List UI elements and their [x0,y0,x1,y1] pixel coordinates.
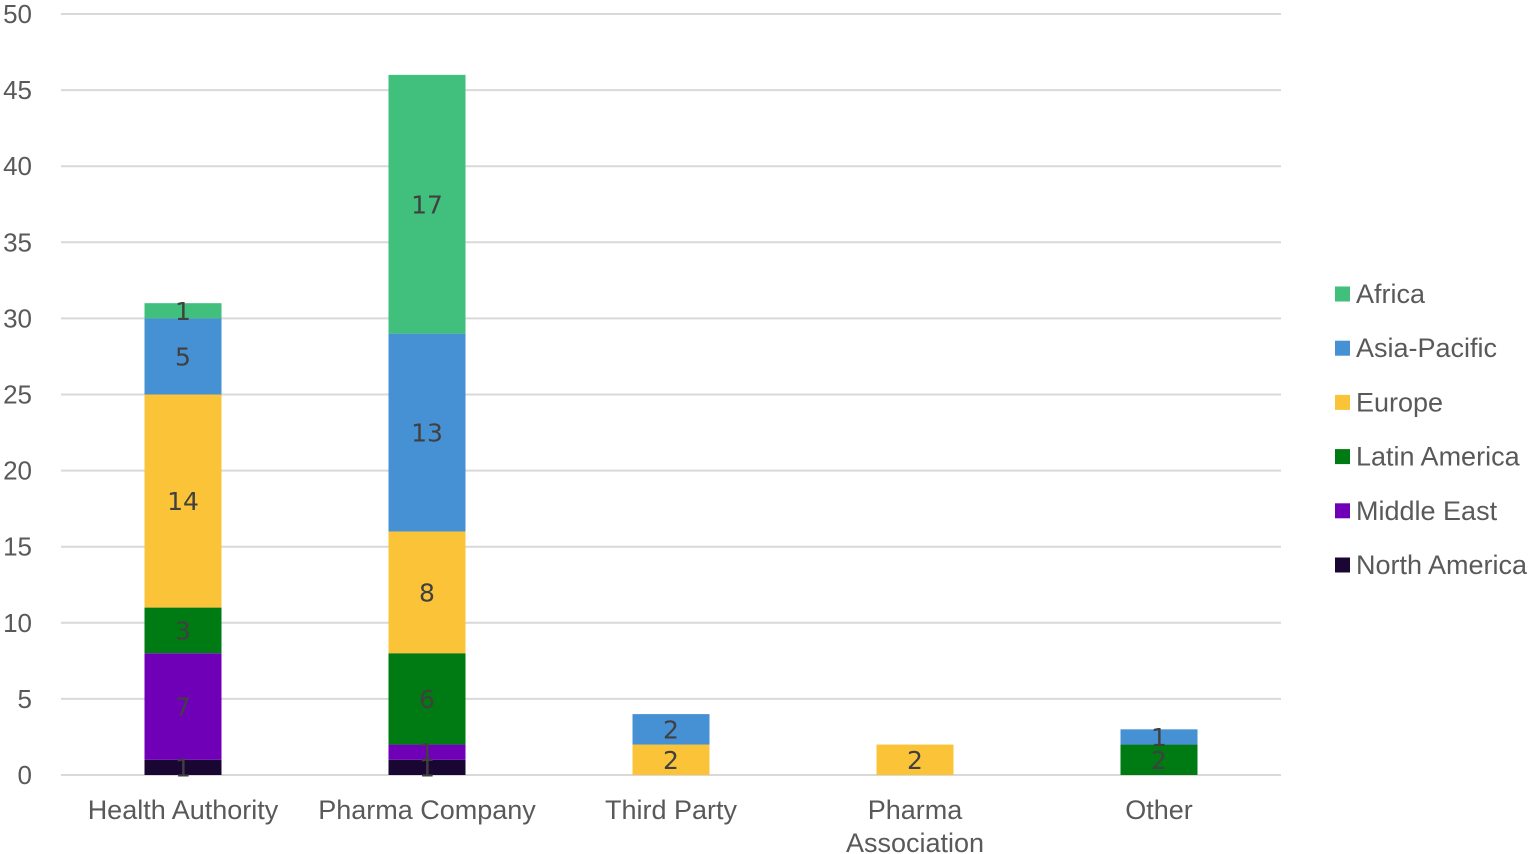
data-label-europe: 8 [419,578,435,607]
x-category-label-line: Health Authority [88,795,279,825]
x-axis-categories: Health Authority Pharma Company Third Part… [88,795,1193,854]
legend-item-latin-america: Latin America [1335,442,1521,472]
data-label-asia-pacific: 5 [175,342,191,371]
y-tick-label: 15 [3,532,32,562]
legend-swatch [1335,557,1350,573]
y-tick-label: 10 [3,608,32,638]
data-label-middle-east: 7 [175,693,191,722]
bar-segment-africa [388,74,466,334]
data-label-africa: 17 [411,190,443,219]
data-label-asia-pacific: 1 [1151,723,1167,752]
x-category-label-line: Third Party [605,795,738,825]
legend-swatch [1335,394,1350,410]
x-category-label-line: Association [846,828,984,854]
data-label-asia-pacific: 13 [411,419,443,448]
x-category-label-line: Pharma Company [318,795,536,825]
y-tick-label: 0 [18,760,32,790]
y-tick-label: 40 [3,151,32,181]
bar-segment-europe [876,744,954,775]
legend-label: Africa [1356,279,1426,309]
bar-segment-middle-east [388,744,466,760]
bar-segment-middle-east [144,653,222,760]
data-label-latin-america: 3 [175,616,191,645]
bar-segment-asia-pacific [388,333,466,532]
bar-segment-asia-pacific [1120,729,1198,745]
legend-item-asia-pacific: Asia-Pacific [1335,333,1497,363]
legend-item-north-america: North America [1335,550,1528,580]
x-category-label-line: Other [1125,795,1193,825]
x-category-label: Other [1125,795,1193,825]
data-label-middle-east: 1 [419,738,435,767]
data-label-north-america: 1 [419,753,435,782]
y-tick-label: 20 [3,456,32,486]
y-axis-ticks: 0 5 10 15 20 25 30 35 40 45 50 [3,0,32,790]
bar-segment-africa [144,303,222,319]
data-label-europe: 2 [663,746,679,775]
legend-swatch [1335,286,1350,302]
legend-swatch [1335,449,1350,465]
bar-segment-north-america [144,759,222,775]
data-label-europe: 14 [167,487,199,516]
y-tick-label: 35 [3,227,32,257]
data-label-latin-america: 2 [1151,746,1167,775]
legend-swatch [1335,340,1350,356]
bar-segment-latin-america [1120,744,1198,775]
bar-segment-north-america [388,759,466,775]
legend-label: Asia-Pacific [1356,333,1497,363]
legend-swatch [1335,503,1350,519]
y-tick-label: 50 [3,0,32,29]
data-label-latin-america: 6 [419,685,435,714]
data-label-north-america: 1 [175,753,191,782]
bar-segment-europe [388,531,466,654]
bar-segment-asia-pacific [632,714,710,745]
y-tick-label: 5 [18,684,32,714]
legend-label: Latin America [1356,442,1521,472]
y-tick-label: 25 [3,380,32,410]
legend-label: Middle East [1356,496,1498,526]
legend-item-europe: Europe [1335,387,1443,417]
bar-segment-latin-america [388,653,466,745]
x-category-label: Pharma Company [318,795,536,825]
bar-segment-europe [632,744,710,775]
data-label-asia-pacific: 2 [663,715,679,744]
legend-label: North America [1356,550,1528,580]
bar-segment-europe [144,394,222,608]
x-category-label: Health Authority [88,795,279,825]
x-category-label: Pharma Association [846,795,984,854]
legend-label: Europe [1356,387,1443,417]
bar-segment-latin-america [144,607,222,654]
x-category-label: Third Party [605,795,738,825]
y-tick-label: 30 [3,303,32,333]
legend-item-middle-east: Middle East [1335,496,1498,526]
data-label-europe: 2 [907,746,923,775]
legend: Africa Asia-Pacific Europe Latin America Mid… [1335,279,1528,580]
data-label-africa: 1 [175,297,191,326]
gridlines [61,13,1281,776]
y-tick-label: 45 [3,75,32,105]
legend-item-africa: Africa [1335,279,1426,309]
bar-segment-asia-pacific [144,318,222,395]
x-category-label-line: Pharma [868,795,964,825]
bars [144,74,1198,775]
